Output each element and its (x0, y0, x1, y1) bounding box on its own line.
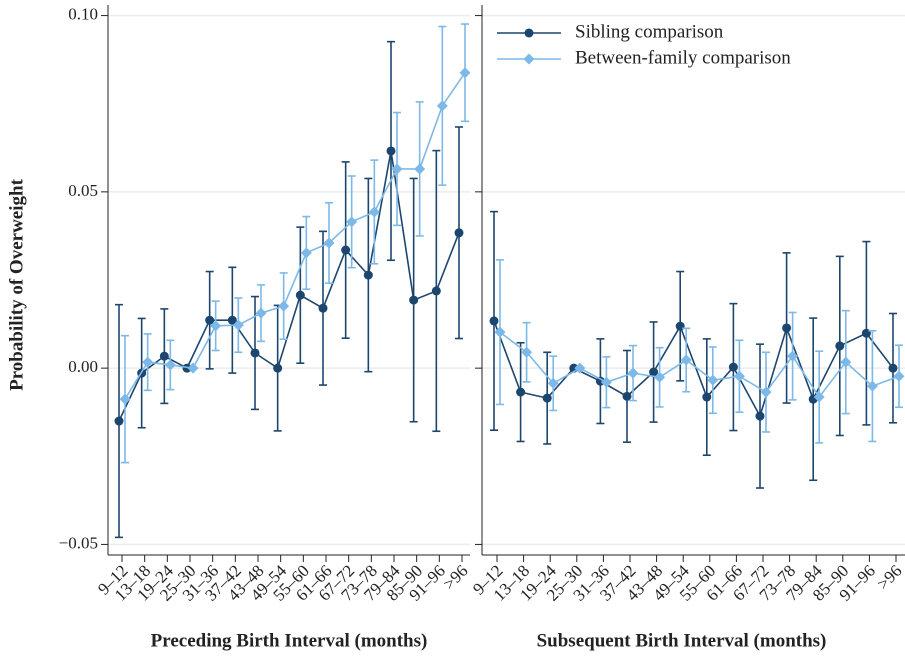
legend-label: Between-family comparison (575, 47, 791, 68)
marker (516, 387, 526, 397)
marker (675, 321, 685, 331)
marker (159, 351, 169, 361)
legend-marker (523, 53, 535, 65)
marker (386, 146, 396, 156)
marker (649, 367, 659, 377)
marker (489, 316, 499, 326)
marker (574, 362, 586, 374)
marker (888, 363, 898, 373)
marker (119, 393, 131, 405)
marker (318, 303, 328, 313)
marker (409, 295, 419, 305)
y-tick-label: 0.00 (68, 357, 98, 376)
marker (542, 393, 552, 403)
marker (164, 359, 176, 371)
x-axis-label: Preceding Birth Interval (months) (151, 630, 428, 651)
legend-marker (524, 28, 534, 38)
marker (600, 376, 612, 388)
marker (521, 346, 533, 358)
marker (813, 391, 825, 403)
marker (431, 286, 441, 296)
marker (755, 411, 765, 421)
marker (627, 367, 639, 379)
marker (680, 354, 692, 366)
marker (436, 100, 448, 112)
marker (341, 245, 351, 255)
marker (787, 350, 799, 362)
marker (494, 326, 506, 338)
y-tick-label: 0.10 (68, 4, 98, 23)
y-tick-label: −0.05 (59, 533, 98, 552)
series-line (118, 150, 460, 422)
series-line (493, 320, 894, 419)
series-line (499, 331, 900, 399)
marker (250, 348, 260, 358)
marker (760, 386, 772, 398)
marker (278, 300, 290, 312)
marker (368, 206, 380, 218)
marker (454, 228, 464, 238)
x-axis-label: Subsequent Birth Interval (months) (537, 630, 827, 651)
marker (182, 363, 192, 373)
y-axis-label: Probability of Overweight (6, 178, 27, 390)
marker (187, 362, 199, 374)
marker (622, 391, 632, 401)
marker (205, 315, 215, 325)
x-tick-label: >96 (873, 561, 905, 593)
marker (255, 307, 267, 319)
marker (728, 362, 738, 372)
legend-label: Sibling comparison (575, 21, 724, 42)
marker (114, 416, 124, 426)
marker (295, 290, 305, 300)
marker (782, 323, 792, 333)
marker (232, 319, 244, 331)
marker (547, 377, 559, 389)
marker (893, 370, 905, 382)
marker (702, 392, 712, 402)
marker (273, 363, 283, 373)
series-line (124, 72, 466, 400)
marker (414, 163, 426, 175)
marker (391, 163, 403, 175)
marker (210, 320, 222, 332)
marker (300, 247, 312, 259)
marker (323, 237, 335, 249)
marker (733, 370, 745, 382)
marker (227, 315, 237, 325)
marker (654, 371, 666, 383)
marker (866, 380, 878, 392)
marker (459, 67, 471, 79)
marker (835, 341, 845, 351)
x-tick-label: >96 (439, 561, 471, 593)
marker (707, 374, 719, 386)
y-tick-label: 0.05 (68, 181, 98, 200)
marker (346, 216, 358, 228)
marker (142, 356, 154, 368)
marker (840, 356, 852, 368)
marker (363, 270, 373, 280)
